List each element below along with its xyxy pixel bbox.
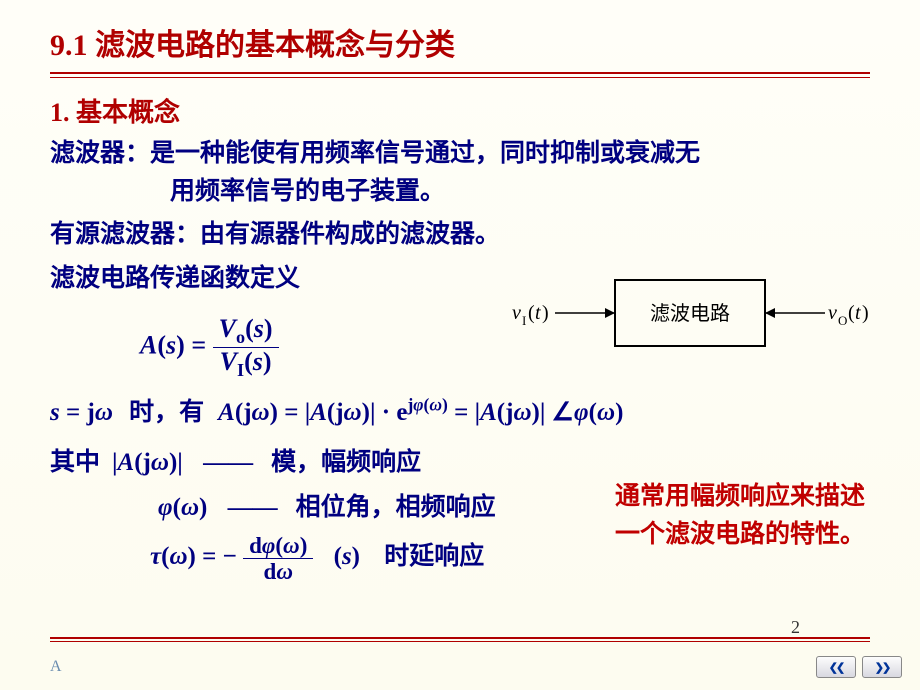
subsection-title: 1. 基本概念 bbox=[50, 92, 870, 129]
where-label: 其中 bbox=[50, 449, 100, 476]
svg-text:v: v bbox=[512, 302, 521, 324]
dash1: —— bbox=[203, 449, 253, 476]
svg-text:I: I bbox=[522, 313, 526, 328]
def1-label: 滤波器： bbox=[50, 140, 150, 167]
next-button[interactable]: ❯❯ bbox=[862, 656, 902, 678]
def2-text: 由有源器件构成的滤波器。 bbox=[200, 221, 500, 248]
footer-rule bbox=[50, 637, 870, 642]
definition-filter-cont: 用频率信号的电子装置。 bbox=[50, 173, 870, 211]
eq-polar-row: s = jω 时，有 A(jω) = |A(jω)| · ejφ(ω) = |A… bbox=[50, 394, 870, 432]
slide: 9.1 滤波电路的基本概念与分类 1. 基本概念 滤波器：是一种能使有用频率信号… bbox=[0, 0, 920, 690]
svg-text:t: t bbox=[535, 302, 541, 324]
svg-text:): ) bbox=[862, 302, 869, 324]
dash2: —— bbox=[228, 494, 278, 521]
note-line1: 通常用幅频响应来描述 bbox=[615, 478, 865, 516]
definition-active-filter: 有源滤波器：由有源器件构成的滤波器。 bbox=[50, 216, 870, 254]
svg-text:滤波电路: 滤波电路 bbox=[650, 302, 730, 325]
prev-button[interactable]: ❮❮ bbox=[816, 656, 856, 678]
red-note: 通常用幅频响应来描述 一个滤波电路的特性。 bbox=[615, 478, 865, 553]
desc-mod: 模，幅频响应 bbox=[271, 449, 421, 476]
nav-buttons: ❮❮ ❯❯ bbox=[816, 656, 902, 678]
svg-text:v: v bbox=[828, 302, 837, 324]
svg-text:(: ( bbox=[848, 302, 855, 324]
where-row-mod: 其中 |A(jω)| —— 模，幅频响应 bbox=[50, 444, 870, 482]
block-diagram: v I ( t ) 滤波电路 v O ( t ) bbox=[500, 265, 870, 360]
def2-label: 有源滤波器： bbox=[50, 221, 200, 248]
definition-filter: 滤波器：是一种能使有用频率信号通过，同时抑制或衰减无 bbox=[50, 135, 870, 173]
svg-text:O: O bbox=[838, 313, 847, 328]
svg-text:): ) bbox=[542, 302, 549, 324]
logo-icon: A bbox=[50, 658, 62, 676]
svg-text:t: t bbox=[855, 302, 861, 324]
def1-text: 是一种能使有用频率信号通过，同时抑制或衰减无 bbox=[150, 140, 700, 167]
desc-phase: 相位角，相频响应 bbox=[296, 494, 496, 521]
section-title: 9.1 滤波电路的基本概念与分类 bbox=[50, 20, 870, 74]
note-line2: 一个滤波电路的特性。 bbox=[615, 516, 865, 554]
desc-delay: 时延响应 bbox=[384, 543, 484, 570]
page-number: 2 bbox=[791, 617, 800, 638]
eq-sub-mid: 时，有 bbox=[129, 399, 204, 426]
svg-text:(: ( bbox=[528, 302, 535, 324]
